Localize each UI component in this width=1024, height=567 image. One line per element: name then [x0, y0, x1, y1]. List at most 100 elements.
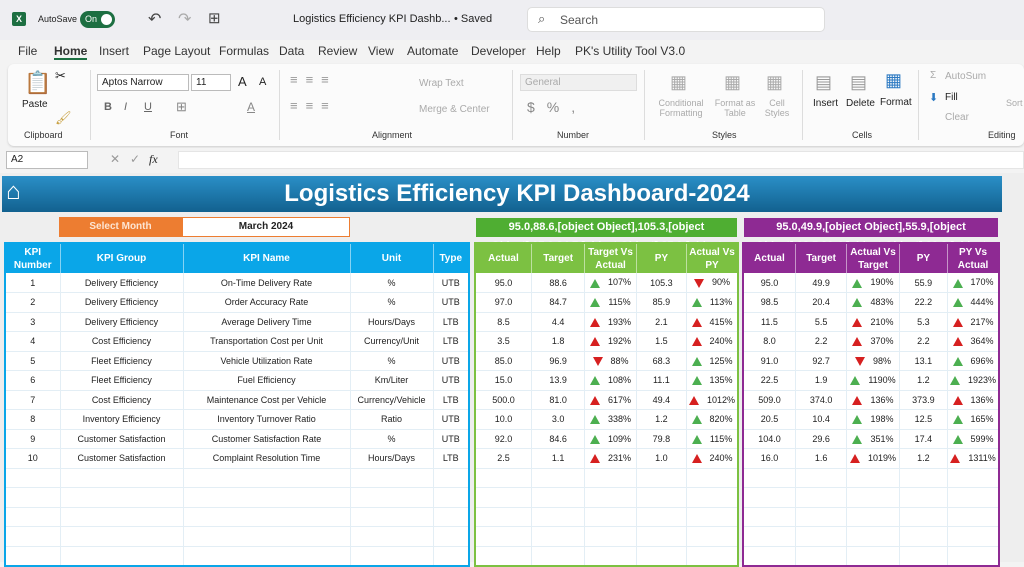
kpi-cell[interactable] [433, 468, 470, 488]
ytd-cell[interactable]: 165% [947, 409, 1000, 430]
kpi-cell[interactable]: Delivery Efficiency [60, 312, 184, 332]
tab-home[interactable]: Home [54, 44, 88, 60]
mtd-cell[interactable]: 84.6 [531, 429, 586, 449]
kpi-cell[interactable] [183, 507, 351, 527]
mtd-cell[interactable] [531, 487, 586, 508]
mtd-cell[interactable]: 107% [584, 273, 637, 293]
ytd-cell[interactable]: 1.2 [899, 370, 949, 391]
kpi-cell[interactable]: 9 [5, 429, 61, 449]
mtd-cell[interactable] [531, 507, 586, 527]
kpi-cell[interactable]: Delivery Efficiency [60, 292, 184, 313]
mtd-cell[interactable]: 2.5 [475, 448, 532, 469]
kpi-cell[interactable]: 8 [5, 409, 61, 430]
kpi-cell[interactable]: Cost Efficiency [60, 390, 184, 410]
bold-icon[interactable]: B [104, 101, 112, 113]
tab-automate[interactable]: Automate [407, 44, 459, 58]
search-input[interactable]: Search [527, 7, 825, 32]
font-name-select[interactable]: Aptos Narrow [97, 74, 189, 91]
ytd-cell[interactable]: 92.7 [795, 351, 848, 371]
ytd-cell[interactable]: 599% [947, 429, 1000, 449]
mtd-cell[interactable]: 1.5 [636, 331, 688, 352]
currency-percent-icons[interactable]: $%, [527, 99, 588, 115]
tab-data[interactable]: Data [279, 44, 305, 58]
mtd-cell[interactable]: 90% [686, 273, 739, 293]
kpi-cell[interactable]: UTB [433, 351, 470, 371]
tab-developer[interactable]: Developer [471, 44, 526, 58]
borders-icon[interactable]: ⊞ [208, 10, 221, 27]
wrap-text-button[interactable]: Wrap Text [419, 78, 464, 89]
kpi-cell[interactable]: 7 [5, 390, 61, 410]
number-format-select[interactable]: General [520, 74, 637, 91]
ytd-cell[interactable]: 136% [947, 390, 1000, 410]
mtd-cell[interactable]: 1.1 [531, 448, 586, 469]
mtd-cell[interactable]: 1012% [686, 390, 739, 410]
ytd-cell[interactable]: 136% [846, 390, 900, 410]
kpi-cell[interactable]: Fuel Efficiency [183, 370, 351, 391]
ytd-cell[interactable]: 1311% [947, 448, 1000, 469]
mtd-cell[interactable]: 415% [686, 312, 739, 332]
mtd-cell[interactable]: 85.0 [475, 351, 532, 371]
autosave-toggle[interactable]: On [80, 11, 115, 28]
ytd-cell[interactable]: 104.0 [743, 429, 796, 449]
format-cells-icon[interactable]: ▦ [885, 70, 903, 90]
ytd-cell[interactable] [743, 507, 796, 527]
kpi-cell[interactable]: 3 [5, 312, 61, 332]
cell-styles-icon[interactable]: ▦ [766, 72, 784, 92]
ytd-cell[interactable] [899, 487, 949, 508]
home-icon[interactable]: ⌂ [6, 178, 21, 205]
increase-font-icon[interactable]: A [238, 74, 247, 89]
ytd-cell[interactable]: 696% [947, 351, 1000, 371]
align-horizontal-icons[interactable]: ≡≡≡ [290, 98, 337, 113]
mtd-cell[interactable]: 79.8 [636, 429, 688, 449]
delete-button[interactable]: Delete [846, 98, 875, 109]
mtd-cell[interactable]: 115% [686, 429, 739, 449]
ytd-cell[interactable]: 1.9 [795, 370, 848, 391]
tab-pk-utility[interactable]: PK's Utility Tool V3.0 [575, 44, 686, 58]
mtd-cell[interactable] [475, 468, 532, 488]
mtd-cell[interactable]: 109% [584, 429, 637, 449]
kpi-cell[interactable]: Currency/Unit [350, 331, 434, 352]
mtd-cell[interactable]: 1.2 [636, 409, 688, 430]
ytd-cell[interactable]: 2.2 [795, 331, 848, 352]
ytd-cell[interactable] [846, 546, 900, 566]
ytd-cell[interactable]: 1019% [846, 448, 900, 469]
mtd-cell[interactable] [686, 526, 739, 547]
ytd-cell[interactable] [846, 526, 900, 547]
insert-cells-icon[interactable]: ▤ [815, 72, 833, 92]
kpi-cell[interactable]: Customer Satisfaction [60, 429, 184, 449]
ytd-cell[interactable] [743, 526, 796, 547]
kpi-cell[interactable] [350, 507, 434, 527]
mtd-cell[interactable] [686, 546, 739, 566]
kpi-cell[interactable]: Fleet Efficiency [60, 351, 184, 371]
decrease-font-icon[interactable]: A [259, 76, 267, 88]
ytd-cell[interactable]: 373.9 [899, 390, 949, 410]
ytd-cell[interactable]: 370% [846, 331, 900, 352]
ytd-cell[interactable] [846, 487, 900, 508]
mtd-cell[interactable]: 85.9 [636, 292, 688, 313]
ytd-cell[interactable] [743, 487, 796, 508]
underline-icon[interactable]: U [144, 101, 152, 113]
ytd-cell[interactable]: 198% [846, 409, 900, 430]
mtd-cell[interactable]: 338% [584, 409, 637, 430]
undo-icon[interactable]: ↶ [148, 11, 162, 28]
kpi-cell[interactable]: Hours/Days [350, 312, 434, 332]
mtd-cell[interactable]: 240% [686, 448, 739, 469]
mtd-cell[interactable] [531, 468, 586, 488]
ytd-cell[interactable]: 13.1 [899, 351, 949, 371]
ytd-cell[interactable]: 22.5 [743, 370, 796, 391]
mtd-cell[interactable] [584, 507, 637, 527]
mtd-cell[interactable] [686, 507, 739, 527]
mtd-cell[interactable] [531, 526, 586, 547]
delete-cells-icon[interactable]: ▤ [850, 72, 868, 92]
mtd-cell[interactable] [686, 468, 739, 488]
paste-button[interactable]: Paste [22, 99, 48, 110]
mtd-cell[interactable]: 8.5 [475, 312, 532, 332]
ytd-cell[interactable]: 49.9 [795, 273, 848, 293]
kpi-cell[interactable] [350, 546, 434, 566]
kpi-cell[interactable] [60, 546, 184, 566]
kpi-cell[interactable]: Maintenance Cost per Vehicle [183, 390, 351, 410]
kpi-cell[interactable]: 2 [5, 292, 61, 313]
ytd-cell[interactable]: 17.4 [899, 429, 949, 449]
ytd-cell[interactable] [743, 546, 796, 566]
kpi-cell[interactable] [5, 487, 61, 508]
